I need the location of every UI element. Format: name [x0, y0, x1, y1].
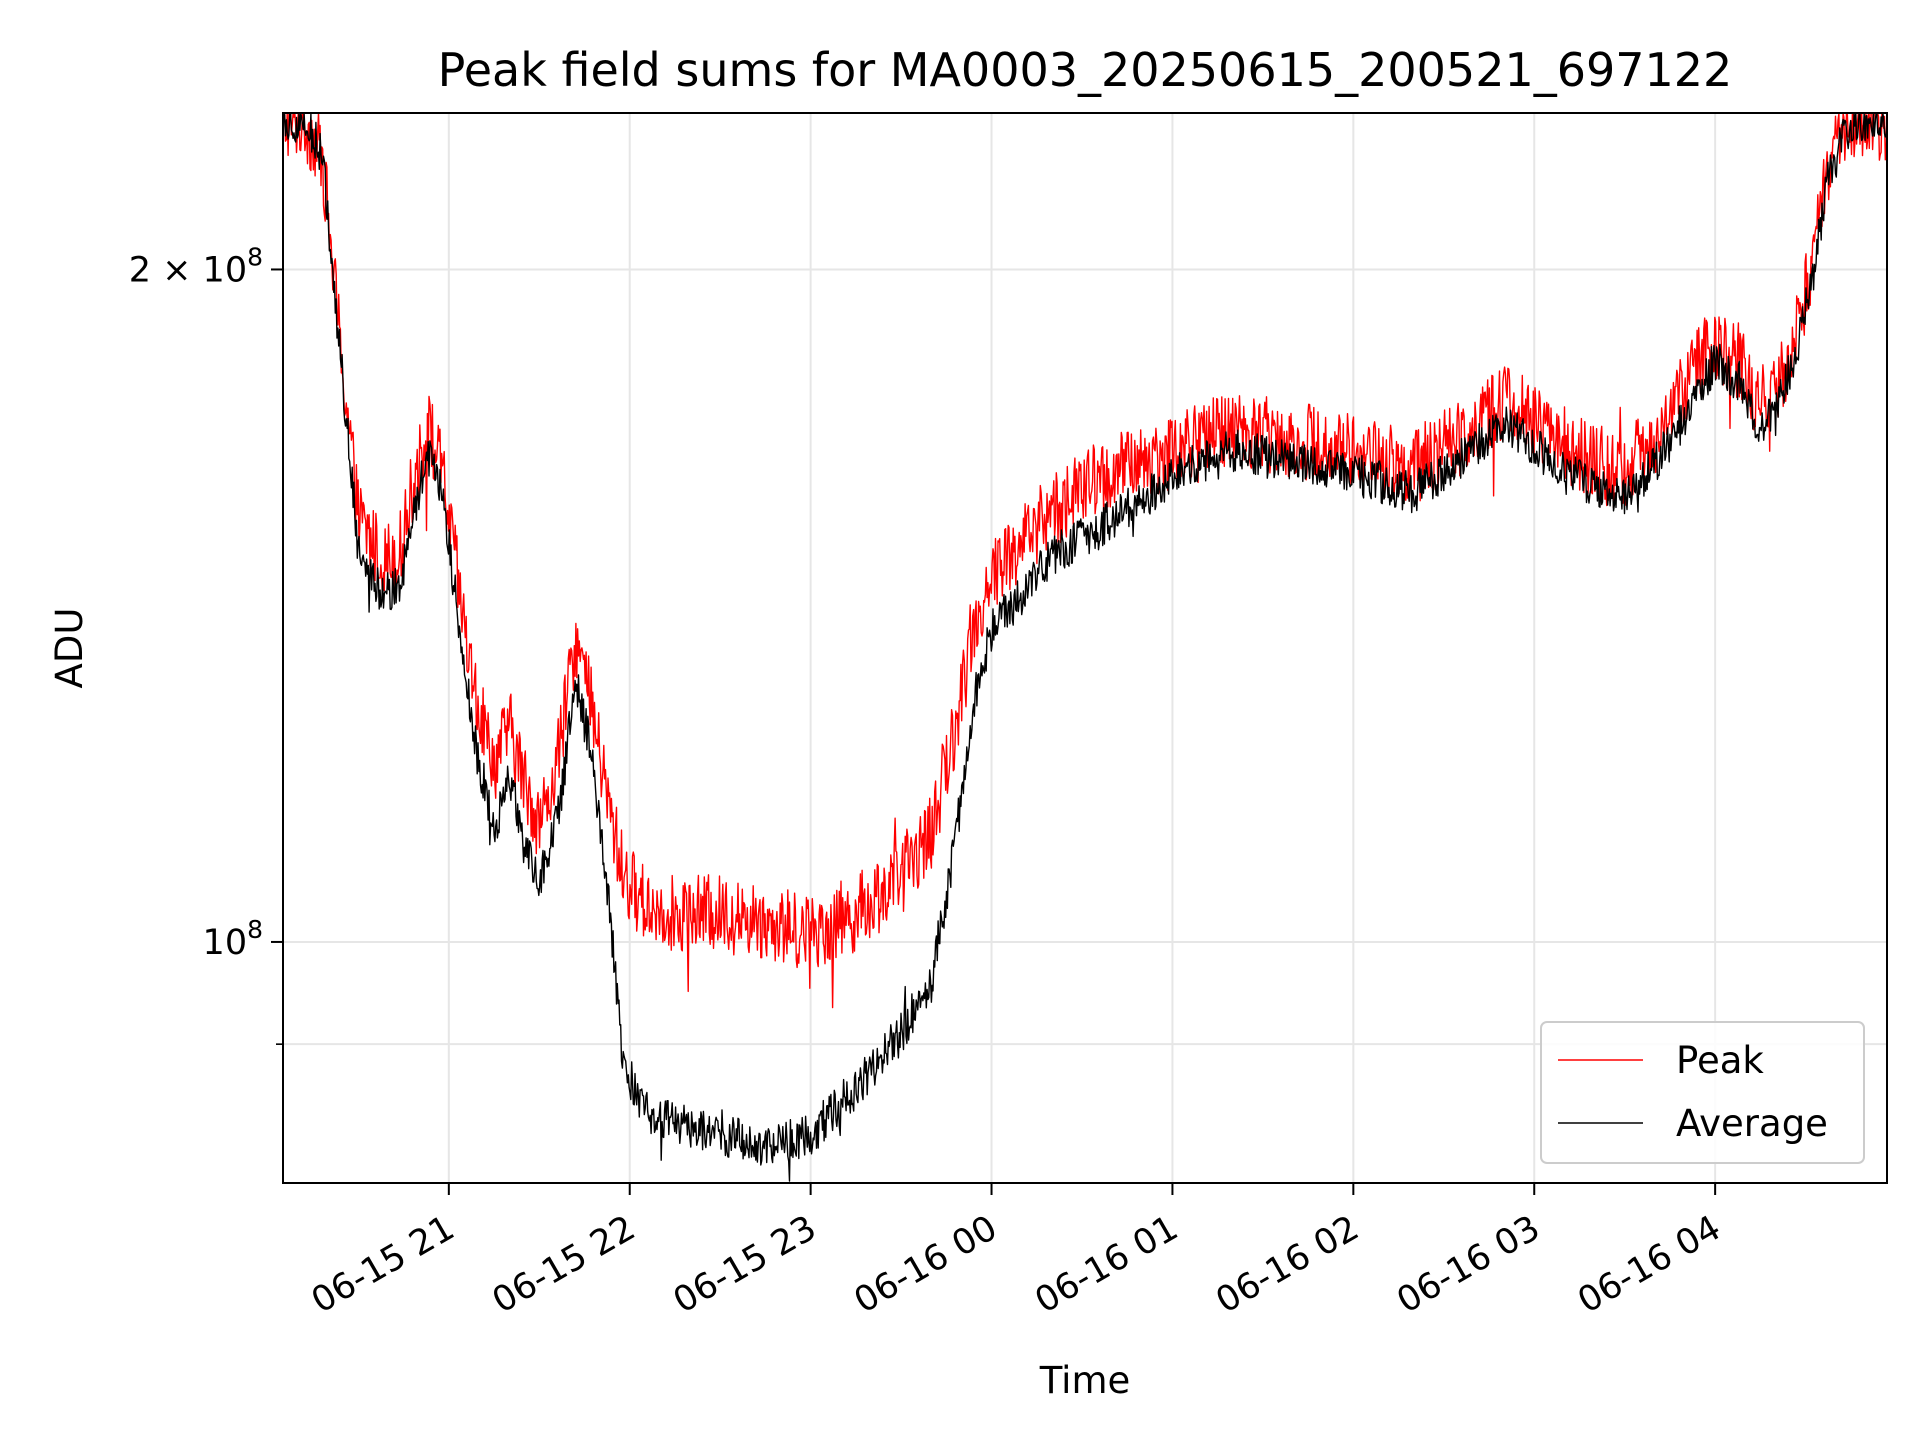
legend-box — [1540, 1021, 1865, 1164]
y-tick-label: 2 × 108 — [129, 242, 263, 290]
plot-lines — [282, 112, 1888, 1182]
legend-label-peak: Peak — [1676, 1039, 1764, 1082]
series-line-peak — [283, 112, 1888, 1009]
x-axis-label: Time — [1039, 1359, 1131, 1402]
y-axis-label: ADU — [48, 608, 91, 689]
y-tick-label: 108 — [203, 915, 263, 963]
legend: Peak Average — [1540, 1021, 1865, 1164]
plot-frame — [282, 112, 1888, 1184]
chart-title: Peak field sums for MA0003_20250615_2005… — [438, 43, 1733, 97]
legend-label-average: Average — [1676, 1102, 1828, 1145]
y-axis-ticks: 108 2 × 108 — [129, 242, 283, 1045]
series-line-average — [282, 112, 1888, 1182]
